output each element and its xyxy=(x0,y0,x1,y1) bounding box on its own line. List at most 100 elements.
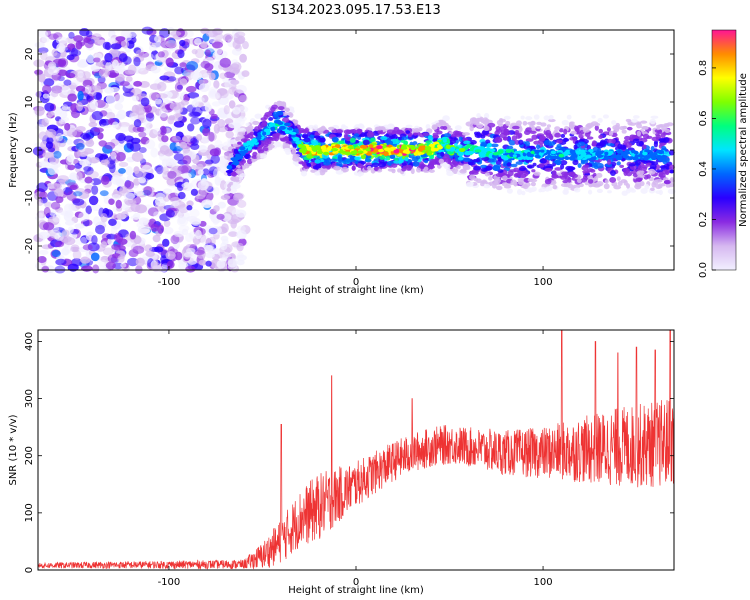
heatmap-cell xyxy=(235,136,240,142)
heatmap-noise-cell xyxy=(36,210,47,219)
heatmap-noise-cell xyxy=(63,79,72,86)
heatmap-core-cell xyxy=(505,148,512,153)
heatmap-core-cell xyxy=(262,131,267,136)
heatmap-cell xyxy=(628,163,636,167)
heatmap-cell xyxy=(469,125,474,132)
heatmap-noise-cell xyxy=(213,80,220,89)
heatmap-noise-cell xyxy=(179,62,187,68)
heatmap-cell xyxy=(567,166,576,171)
heatmap-cell xyxy=(560,159,568,166)
heatmap-noise-cell xyxy=(187,257,198,265)
heatmap-noise-cell xyxy=(177,191,186,200)
heatmap-cell xyxy=(527,178,534,183)
heatmap-noise-cell xyxy=(117,109,127,120)
heatmap-core-cell xyxy=(616,154,621,159)
heatmap-cell xyxy=(450,161,459,168)
heatmap-noise-cell xyxy=(72,198,85,206)
heatmap-core-cell xyxy=(283,122,291,127)
heatmap-core-cell xyxy=(326,146,332,152)
heatmap-noise-cell xyxy=(189,111,202,117)
heatmap-noise-cell xyxy=(42,93,50,99)
heatmap-cell xyxy=(358,124,365,130)
heatmap-noise-cell xyxy=(225,130,234,139)
heatmap-core-cell xyxy=(288,130,293,135)
heatmap-noise-cell xyxy=(66,127,78,138)
heatmap-cell xyxy=(328,126,335,131)
heatmap-noise-cell xyxy=(165,39,177,48)
heatmap-cell xyxy=(524,141,531,147)
heatmap-cell xyxy=(472,120,480,126)
heatmap-cell xyxy=(245,134,251,139)
heatmap-noise-cell xyxy=(195,133,203,141)
heatmap-cell xyxy=(476,113,481,119)
heatmap-cell xyxy=(469,139,477,145)
heatmap-cell xyxy=(546,124,552,128)
heatmap-core-cell xyxy=(488,153,493,159)
heatmap-cell xyxy=(483,125,490,132)
heatmap-noise-cell xyxy=(61,229,70,238)
heatmap-noise-cell xyxy=(148,129,158,139)
heatmap-cell xyxy=(505,120,511,126)
heatmap-noise-cell xyxy=(120,262,127,268)
heatmap-core-cell xyxy=(489,148,496,152)
heatmap-noise-cell xyxy=(100,241,108,248)
heatmap-noise-cell xyxy=(140,97,150,107)
y-tick-label: -20 xyxy=(24,238,35,254)
heatmap-cell xyxy=(484,172,490,177)
x-tick-label: 100 xyxy=(534,277,553,288)
heatmap-noise-cell xyxy=(204,103,212,112)
heatmap-cell xyxy=(668,182,675,188)
heatmap-cell xyxy=(258,149,265,154)
x-tick-label: -100 xyxy=(158,277,181,288)
heatmap-noise-cell xyxy=(145,111,154,119)
heatmap-noise-cell xyxy=(178,203,189,214)
heatmap-noise-cell xyxy=(128,124,137,133)
heatmap-cell xyxy=(636,170,644,176)
colorbar-tick-label: 0.6 xyxy=(698,110,709,126)
heatmap-noise-cell xyxy=(190,71,203,81)
heatmap-noise-cell xyxy=(180,99,189,106)
heatmap-noise-cell xyxy=(118,121,130,128)
heatmap-noise-cell xyxy=(118,167,126,174)
heatmap-noise-cell xyxy=(83,166,92,172)
heatmap-core-cell xyxy=(570,151,577,156)
heatmap-cell xyxy=(548,185,553,191)
heatmap-noise-cell xyxy=(135,49,145,57)
heatmap-noise-cell xyxy=(47,110,54,118)
heatmap-cell xyxy=(573,187,581,193)
heatmap-noise-cell xyxy=(214,47,223,55)
heatmap-cell xyxy=(663,123,670,127)
heatmap-cell xyxy=(277,100,282,106)
heatmap-cell xyxy=(355,140,360,144)
heatmap-cell xyxy=(349,137,356,143)
heatmap-cell xyxy=(650,115,659,119)
heatmap-noise-cell xyxy=(64,210,74,218)
heatmap-cell xyxy=(274,114,279,119)
heatmap-noise-cell xyxy=(218,88,229,99)
heatmap-cell xyxy=(454,125,462,131)
heatmap-cell xyxy=(277,106,285,111)
heatmap-noise-cell xyxy=(237,116,247,122)
heatmap-cell xyxy=(636,130,641,137)
heatmap-cell xyxy=(354,156,360,161)
heatmap-core-cell xyxy=(235,153,241,157)
heatmap-cell xyxy=(378,161,386,168)
heatmap-cell xyxy=(237,141,242,145)
heatmap-noise-cell xyxy=(104,52,113,63)
heatmap-core-cell xyxy=(301,145,307,150)
heatmap-noise-cell xyxy=(54,188,64,197)
heatmap-x-axis-label: Height of straight line (km) xyxy=(288,285,424,296)
x-tick-label: 0 xyxy=(353,577,359,588)
heatmap-noise-cell xyxy=(186,60,199,71)
heatmap-noise-cell xyxy=(91,110,103,121)
heatmap-cell xyxy=(506,145,514,150)
heatmap-cell xyxy=(597,117,603,123)
heatmap-noise-cell xyxy=(80,132,90,140)
heatmap-noise-cell xyxy=(238,105,249,113)
heatmap-cell xyxy=(554,126,561,131)
heatmap-noise-cell xyxy=(209,148,220,157)
heatmap-cell xyxy=(386,140,394,146)
heatmap-core-cell xyxy=(365,148,372,152)
heatmap-cell xyxy=(261,120,267,125)
heatmap-noise-cell xyxy=(75,142,85,150)
